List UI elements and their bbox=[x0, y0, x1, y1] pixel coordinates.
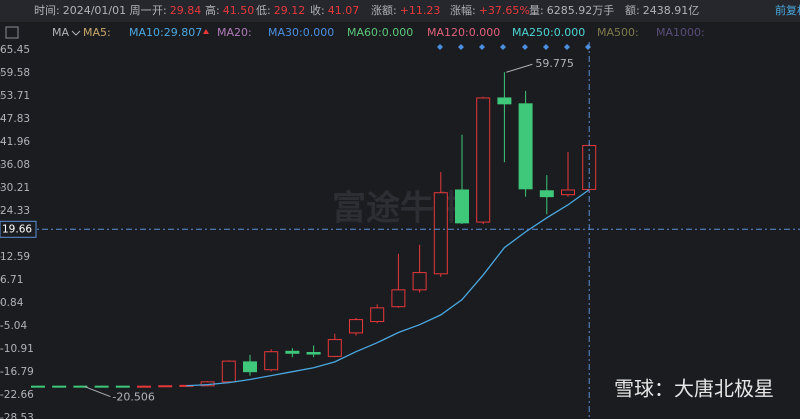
candle-body bbox=[539, 190, 554, 198]
y-tick-label: -10.91 bbox=[0, 343, 34, 355]
max-pointer bbox=[506, 63, 533, 73]
candle-body bbox=[518, 103, 533, 190]
y-tick-label: 59.58 bbox=[0, 67, 30, 79]
marker-diamond bbox=[500, 44, 506, 50]
adjust-toggle[interactable]: 前复权 bbox=[775, 3, 800, 17]
info-value: 2024/01/01 周一 bbox=[63, 4, 152, 17]
y-tick-label: 36.08 bbox=[0, 159, 30, 171]
ma-legend: MA1000: bbox=[656, 26, 705, 39]
ma-legend: MA250:0.000 bbox=[512, 26, 585, 39]
dropdown-arrow bbox=[71, 30, 81, 36]
info-value: 41.07 bbox=[328, 4, 360, 17]
y-tick-label: -22.66 bbox=[0, 389, 34, 401]
candle-body bbox=[31, 385, 45, 388]
y-tick-label: -28.53 bbox=[0, 412, 34, 419]
marker-diamond bbox=[522, 44, 528, 50]
ma-legend: MA120:0.000 bbox=[427, 26, 500, 39]
source-watermark: 雪球：大唐北极星 bbox=[614, 377, 774, 401]
info-label: 开: bbox=[152, 4, 167, 17]
candle-body bbox=[433, 192, 448, 275]
y-tick-label: 12.59 bbox=[0, 251, 30, 263]
candle-body bbox=[327, 339, 342, 357]
y-tick-label: 65.45 bbox=[0, 44, 30, 56]
max-label: 59.775 bbox=[535, 57, 574, 70]
marker-diamond bbox=[479, 44, 485, 50]
info-value: 2438.91亿 bbox=[643, 4, 700, 17]
ma-legend: MA20: bbox=[217, 26, 252, 39]
candle-body bbox=[476, 97, 491, 223]
candle-body bbox=[94, 385, 109, 388]
candle-body bbox=[561, 189, 575, 196]
y-tick-label: 47.83 bbox=[0, 113, 30, 125]
info-label: 时间: bbox=[34, 4, 60, 17]
candle-body bbox=[455, 189, 469, 224]
marker-diamond bbox=[437, 44, 443, 50]
min-pointer bbox=[84, 386, 111, 398]
y-tick-label: 6.71 bbox=[0, 274, 23, 286]
candle-body bbox=[115, 385, 130, 388]
candle-body bbox=[370, 307, 385, 323]
info-value: 6285.92万手 bbox=[547, 3, 615, 17]
info-bar bbox=[0, 0, 800, 22]
candle-body bbox=[221, 360, 236, 383]
ma-selector[interactable]: MA bbox=[52, 26, 69, 39]
y-tick-label: 24.33 bbox=[0, 205, 30, 217]
info-value: +37.65% bbox=[479, 4, 530, 17]
candle-body bbox=[73, 385, 88, 388]
y-tick-label: 0.84 bbox=[0, 297, 24, 309]
ma-legend: MA10:29.807 bbox=[129, 26, 202, 39]
info-label: 额: bbox=[625, 4, 640, 17]
min-label: -20.506 bbox=[112, 391, 154, 404]
info-value: +11.23 bbox=[400, 4, 441, 17]
crosshair-label: 19.66 bbox=[2, 223, 32, 235]
candle-body bbox=[158, 385, 173, 388]
info-label: 涨额: bbox=[371, 4, 397, 17]
candle-body bbox=[264, 351, 279, 371]
candle-body bbox=[497, 97, 512, 105]
ma-trend-arrow bbox=[203, 29, 209, 34]
ma-legend: MA500: bbox=[597, 26, 639, 39]
candle-body bbox=[137, 385, 151, 388]
candle-body bbox=[306, 351, 321, 355]
y-tick-label: 30.21 bbox=[0, 182, 30, 194]
info-label: 高: bbox=[205, 3, 220, 17]
candle-body bbox=[412, 272, 427, 291]
y-tick-label: -16.79 bbox=[0, 366, 34, 378]
marker-diamond bbox=[543, 44, 549, 50]
settings-icon[interactable] bbox=[5, 26, 19, 39]
info-label: 收: bbox=[310, 3, 325, 17]
info-value: 29.12 bbox=[274, 4, 306, 17]
info-label: 低: bbox=[256, 4, 271, 17]
candle-body bbox=[349, 319, 363, 334]
y-tick-label: -5.04 bbox=[0, 320, 27, 332]
info-value: 41.50 bbox=[223, 4, 255, 17]
ma-legend: MA30:0.000 bbox=[268, 26, 334, 39]
candle-body bbox=[285, 350, 300, 354]
plot: 时间: 2024/01/01 周一 开: 29.84 高: 41.50 低: 29.12 收: 4… bbox=[0, 3, 800, 419]
candle-body bbox=[52, 385, 67, 388]
info-label: 量: bbox=[529, 4, 544, 17]
candle-body bbox=[243, 361, 257, 373]
ma-legend: MA60:0.000 bbox=[347, 26, 413, 39]
y-tick-label: 53.71 bbox=[0, 90, 30, 102]
ma-legend: MA5: bbox=[83, 26, 111, 39]
y-tick-label: 41.96 bbox=[0, 136, 30, 148]
info-label: 涨幅: bbox=[450, 4, 476, 17]
ma10-line bbox=[186, 189, 590, 387]
crosshair-label-box bbox=[0, 220, 37, 238]
candle-body bbox=[391, 289, 406, 308]
marker-diamond bbox=[458, 44, 464, 50]
marker-diamond bbox=[564, 44, 570, 50]
info-value: 29.84 bbox=[170, 4, 202, 17]
